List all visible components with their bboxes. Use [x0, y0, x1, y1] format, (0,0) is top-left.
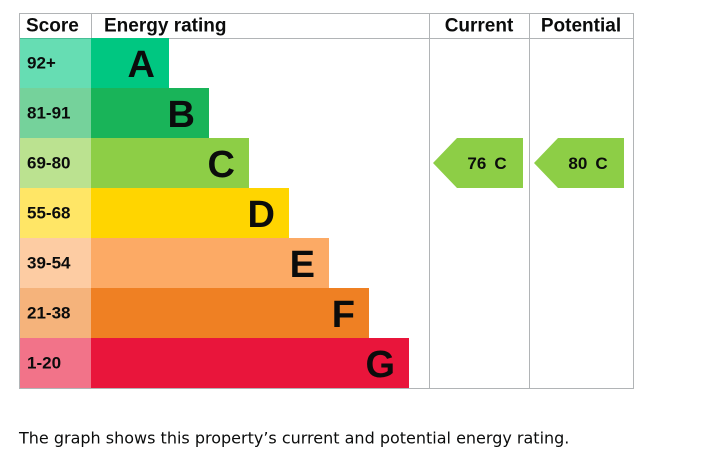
rating-bar — [91, 238, 329, 288]
header-rating: Energy rating — [104, 16, 226, 37]
header-current: Current — [445, 16, 514, 37]
score-label: 69-80 — [27, 154, 70, 173]
score-label: 21-38 — [27, 304, 70, 323]
score-label: 55-68 — [27, 204, 70, 223]
score-label: 92+ — [27, 54, 56, 73]
rating-bar — [91, 138, 249, 188]
score-cell — [20, 38, 91, 88]
score-label: 39-54 — [27, 254, 71, 273]
rating-bar — [91, 188, 289, 238]
score-cell — [20, 288, 91, 338]
score-cell — [20, 88, 91, 138]
score-cell — [20, 188, 91, 238]
rating-letter: E — [290, 244, 315, 286]
rating-bar — [91, 288, 369, 338]
current-score: 76 — [467, 154, 486, 173]
score-cell — [20, 238, 91, 288]
score-cell — [20, 138, 91, 188]
potential-arrow — [534, 138, 624, 188]
score-cell — [20, 338, 91, 388]
rating-bar — [91, 38, 169, 88]
current-letter: C — [494, 154, 506, 173]
caption: The graph shows this property’s current … — [18, 429, 569, 448]
rating-bar — [91, 338, 409, 388]
header-potential: Potential — [541, 16, 621, 37]
grid — [19, 13, 634, 389]
rating-letter: B — [168, 94, 195, 136]
potential-score: 80 — [568, 154, 587, 173]
frame — [19, 13, 634, 389]
rating-letter: C — [208, 144, 235, 186]
rating-bar — [91, 88, 209, 138]
rating-letter: F — [332, 294, 355, 336]
potential-letter: C — [595, 154, 607, 173]
rating-letter: D — [248, 194, 275, 236]
rating-letter: G — [365, 344, 395, 386]
header-score: Score — [26, 16, 79, 37]
current-arrow — [433, 138, 523, 188]
score-label: 81-91 — [27, 104, 70, 123]
rating-letter: A — [128, 44, 155, 86]
score-label: 1-20 — [27, 354, 61, 373]
current-label: 76 C — [467, 154, 506, 173]
potential-label: 80 C — [568, 154, 607, 173]
